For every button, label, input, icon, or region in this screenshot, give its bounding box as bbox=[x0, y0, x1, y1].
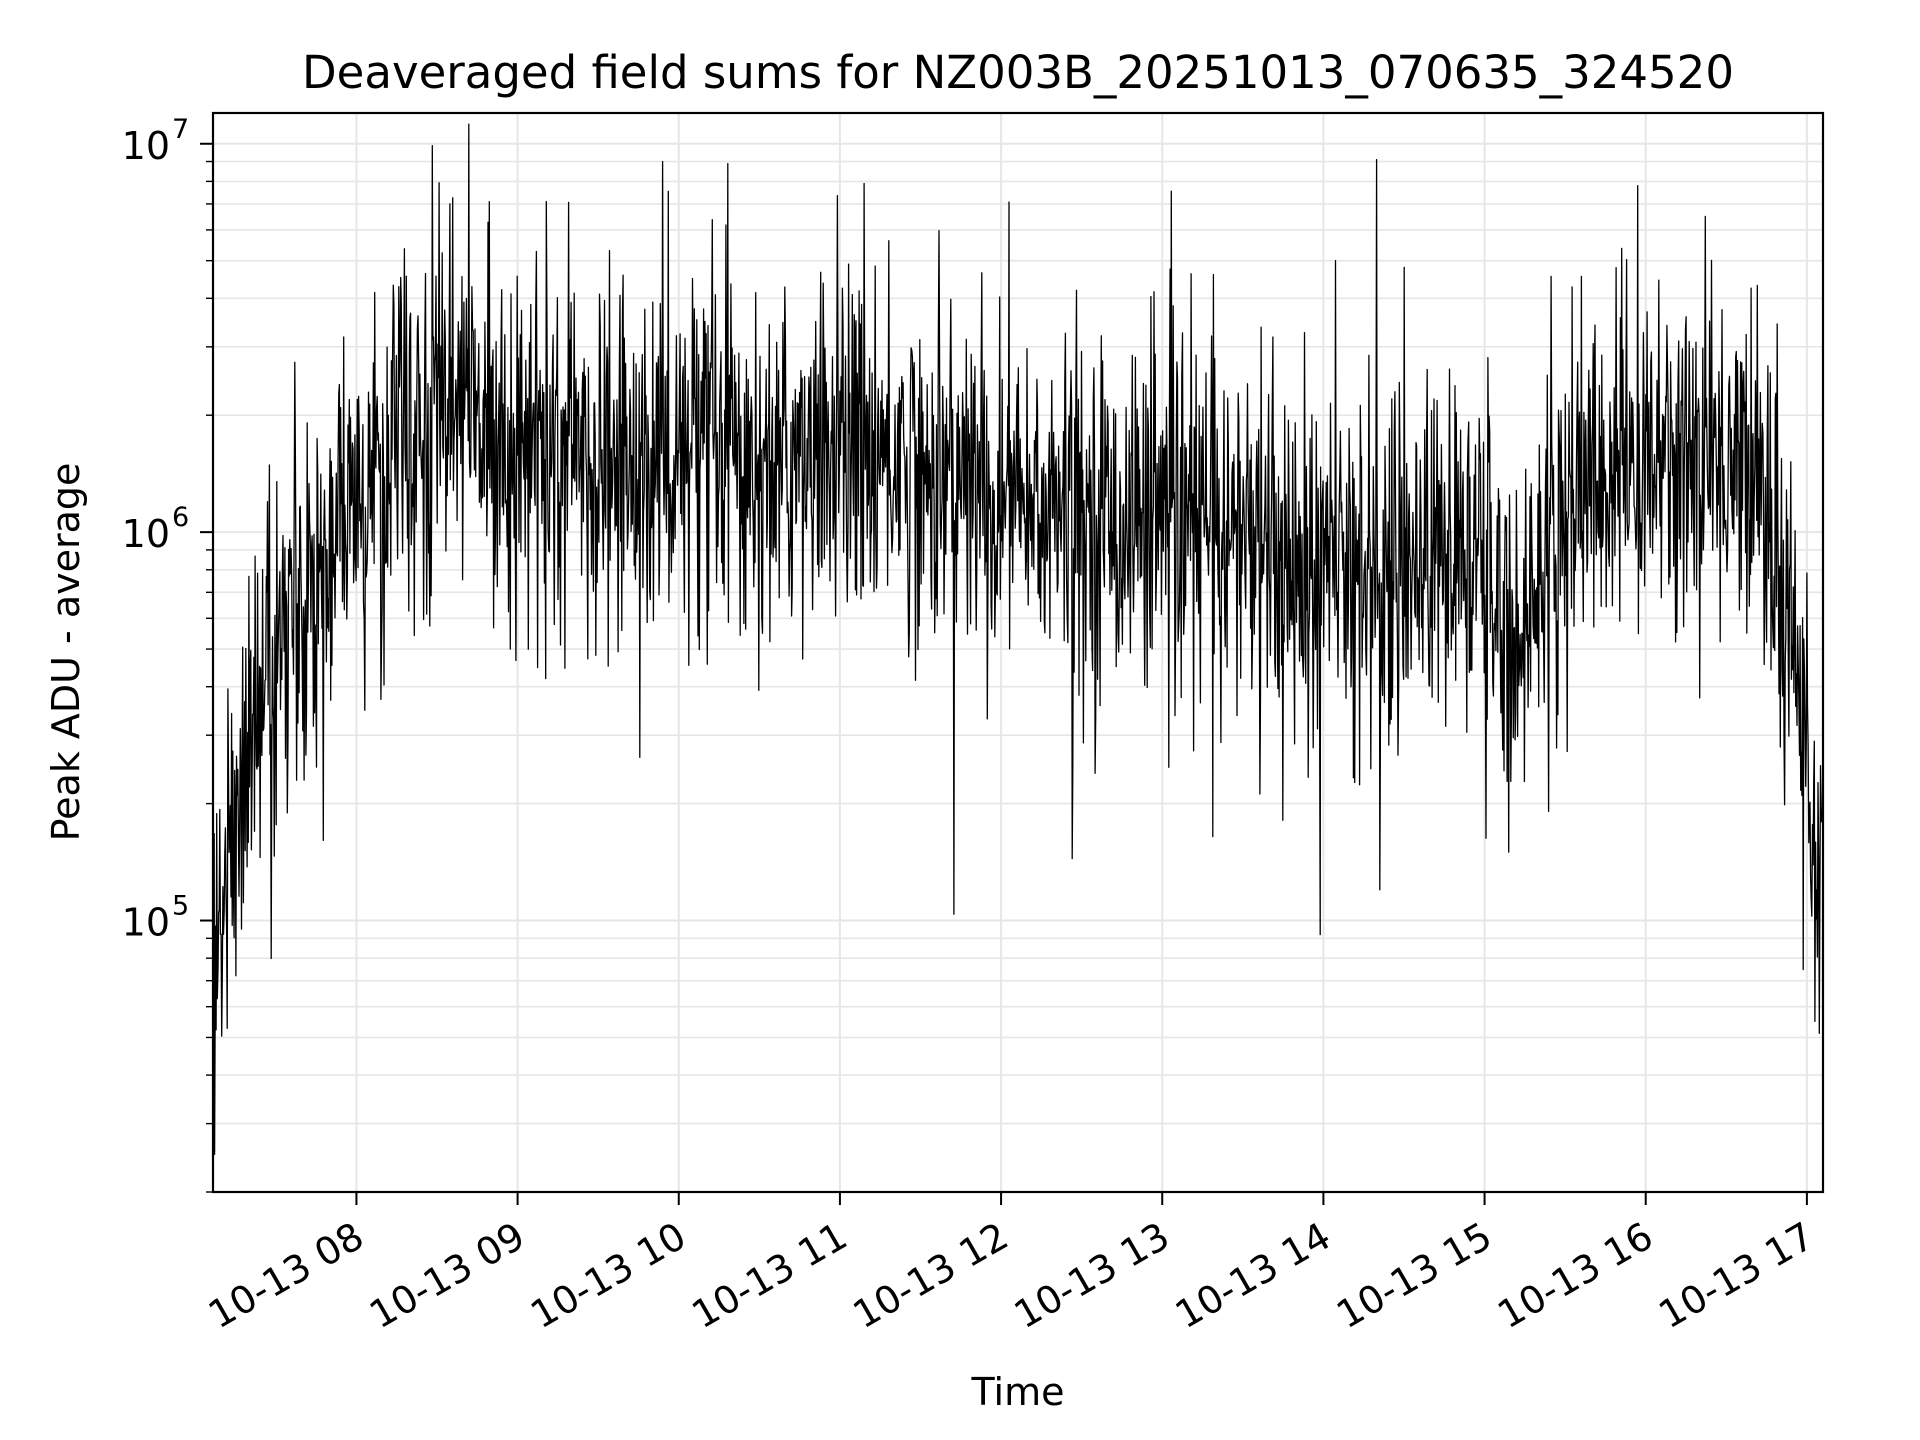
y-axis-label: Peak ADU - average bbox=[44, 463, 88, 842]
y-tick-label: 10 7 bbox=[122, 114, 190, 168]
series-line-field-sums bbox=[212, 123, 1824, 1156]
y-tick-label: 10 5 bbox=[122, 891, 190, 945]
x-axis-label: Time bbox=[971, 1370, 1065, 1414]
y-tick-label-exponent: 5 bbox=[172, 891, 189, 922]
y-tick-label-base: 10 bbox=[122, 124, 170, 168]
grid bbox=[213, 113, 1823, 1193]
y-tick-label-base: 10 bbox=[122, 901, 170, 945]
y-tick-label: 10 6 bbox=[122, 502, 190, 556]
y-tick-label-exponent: 6 bbox=[172, 502, 189, 533]
y-tick-label-base: 10 bbox=[122, 512, 170, 556]
chart-title: Deaveraged field sums for NZ003B_2025101… bbox=[302, 46, 1734, 99]
plot-frame bbox=[211, 111, 1825, 1194]
data-series bbox=[212, 123, 1824, 1156]
y-tick-label-exponent: 7 bbox=[172, 114, 189, 145]
